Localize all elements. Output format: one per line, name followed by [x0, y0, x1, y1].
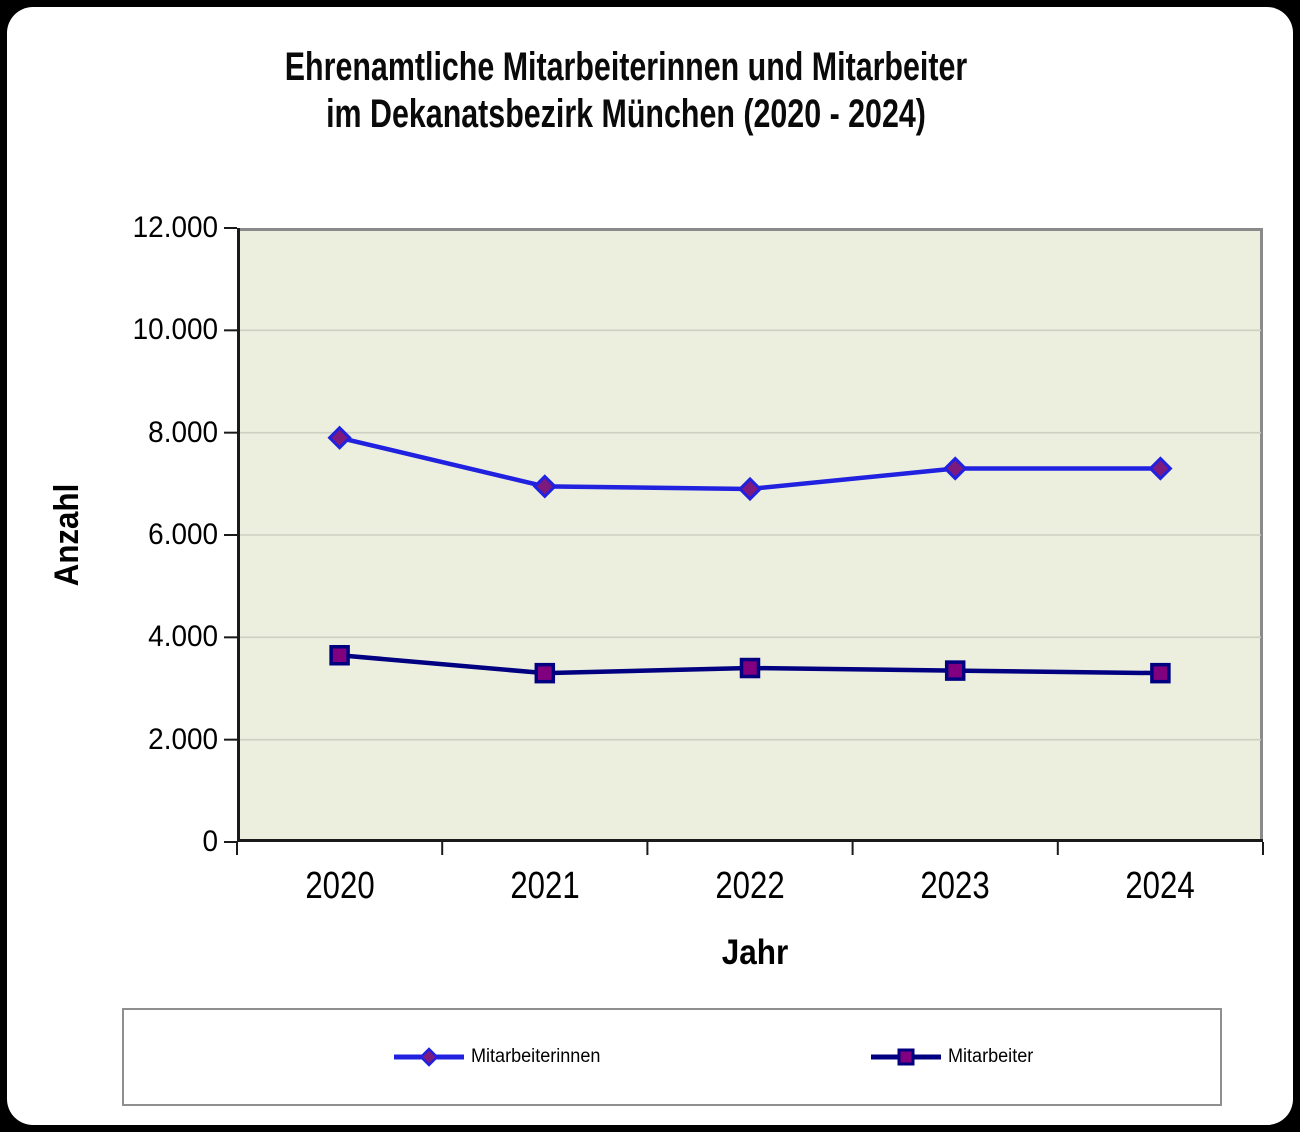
- diamond-marker-icon: [943, 456, 968, 481]
- y-tick-label: 6.000: [148, 518, 218, 551]
- x-tick-label: 2024: [1125, 865, 1196, 907]
- y-tick-label: 2.000: [148, 722, 218, 756]
- legend-entry-mitarbeiter: Mitarbeiter: [870, 1010, 1038, 1104]
- plot-area: [224, 227, 1264, 855]
- square-marker-icon: [329, 644, 350, 666]
- square-marker-icon: [944, 660, 966, 681]
- square-marker-icon: [739, 657, 761, 679]
- y-tick-label: 10.000: [132, 313, 218, 347]
- square-marker-icon: [1150, 662, 1171, 684]
- diamond-marker-icon: [1148, 456, 1173, 481]
- legend-swatch-diamond: [394, 1047, 464, 1067]
- x-tick-label: 2022: [715, 865, 785, 907]
- plot-svg: [224, 227, 1264, 855]
- legend-diamond-marker-icon: [419, 1047, 439, 1067]
- chart-title: Ehrenamtliche Mitarbeiterinnen und Mitar…: [0, 44, 1252, 138]
- diamond-marker-icon: [737, 476, 763, 502]
- diamond-marker-icon: [532, 474, 557, 499]
- chart-title-line-2: im Dekanatsbezirk München (2020 - 2024): [326, 92, 926, 136]
- legend-square-marker-icon: [897, 1048, 915, 1066]
- x-tick-label: 2020: [304, 865, 375, 907]
- y-tick-label: 0: [202, 825, 218, 858]
- x-tick-label: 2021: [510, 865, 580, 907]
- y-tick-label: 8.000: [148, 415, 218, 449]
- x-tick-label: 2023: [920, 865, 990, 907]
- legend-entry-mitarbeiterinnen: Mitarbeiterinnen: [393, 1010, 607, 1104]
- legend-swatch-square: [871, 1048, 941, 1066]
- y-tick-label: 12.000: [132, 211, 218, 244]
- x-axis-title: Jahr: [721, 933, 789, 972]
- square-marker-icon: [534, 662, 556, 684]
- legend-label-mitarbeiterinnen: Mitarbeiterinnen: [471, 1046, 601, 1067]
- legend-box: Mitarbeiterinnen Mitarbeiter: [122, 1008, 1222, 1106]
- diamond-marker-icon: [327, 425, 352, 450]
- chart-title-line-1: Ehrenamtliche Mitarbeiterinnen und Mitar…: [284, 45, 968, 89]
- y-tick-label: 4.000: [148, 620, 218, 654]
- legend-label-mitarbeiter: Mitarbeiter: [948, 1046, 1034, 1067]
